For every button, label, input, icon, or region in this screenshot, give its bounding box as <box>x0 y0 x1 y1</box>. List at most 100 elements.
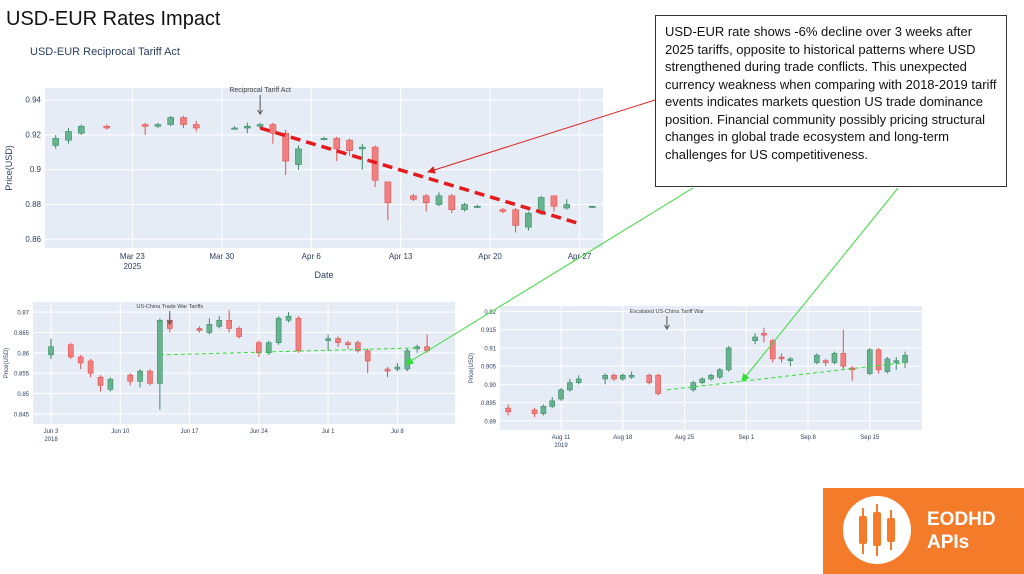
candle <box>167 115 175 127</box>
candle <box>831 351 838 365</box>
y-axis-title: Price(USD) <box>4 145 14 191</box>
candle <box>461 202 468 212</box>
candle <box>196 326 203 333</box>
candle-body <box>410 195 417 200</box>
candle <box>752 333 758 345</box>
y-axis-title: Price(USD) <box>469 353 475 383</box>
x-tick-label: Mar 30 <box>209 252 234 261</box>
candle-body <box>295 317 302 352</box>
candle-body <box>107 378 114 390</box>
candle <box>364 348 371 374</box>
candle <box>384 367 391 378</box>
event-arrowhead <box>663 324 670 330</box>
candle <box>107 377 114 392</box>
candle-body <box>646 374 653 383</box>
y-tick-label: 0.86 <box>17 351 29 357</box>
candle-body <box>814 354 820 363</box>
event-annotation: US-China Trade War Tariffs <box>136 304 203 310</box>
candle-body <box>141 124 149 127</box>
candle-body <box>404 350 411 370</box>
y-tick-label: 0.92 <box>484 310 496 316</box>
event-arrowhead <box>257 109 264 115</box>
candle-body <box>628 374 635 378</box>
y-tick-label: 0.855 <box>14 372 30 378</box>
candle <box>448 194 456 214</box>
annotation-box: USD-EUR rate shows -6% decline over 3 we… <box>655 15 1007 187</box>
candle-body <box>840 353 847 367</box>
candle <box>335 336 341 347</box>
candle <box>787 357 794 367</box>
candle-body <box>157 319 163 384</box>
candle-body <box>127 374 133 382</box>
candle <box>761 327 767 343</box>
candle <box>725 346 732 372</box>
x-tick-label: Sep 15 <box>860 435 880 441</box>
candle <box>646 373 653 385</box>
candle-body <box>619 374 626 380</box>
y-tick-label: 0.865 <box>14 331 30 337</box>
candle <box>295 145 302 170</box>
candle-body <box>575 378 582 383</box>
y-tick-label: 0.91 <box>484 346 496 352</box>
candle <box>127 373 133 386</box>
x-tick-label: Jul 8 <box>391 429 404 435</box>
candle-body <box>206 324 213 333</box>
y-tick-label: 0.90 <box>484 383 496 389</box>
candle <box>295 316 302 353</box>
level-line <box>666 362 906 391</box>
candle <box>333 136 341 162</box>
candle-body <box>540 405 547 414</box>
candle-body <box>103 125 111 129</box>
candle <box>717 368 723 379</box>
candle-body <box>531 409 538 414</box>
candle-body <box>655 374 661 394</box>
logo-text: EODHD APIs <box>927 508 996 554</box>
candle <box>154 122 162 128</box>
candle <box>137 369 143 388</box>
candle-body <box>588 205 596 208</box>
candle <box>410 194 417 202</box>
candle-body <box>345 342 351 345</box>
candle-body <box>256 342 262 354</box>
candle <box>422 194 430 212</box>
candle <box>558 388 564 401</box>
candle-body <box>550 195 558 207</box>
candle-body <box>137 370 143 382</box>
candle <box>628 371 635 379</box>
plot-area <box>500 306 922 430</box>
candle <box>192 121 200 132</box>
x-tick-sublabel: 2018 <box>44 437 58 443</box>
y-tick-label: 0.89 <box>484 419 496 425</box>
candle-body <box>384 368 391 372</box>
candle <box>822 358 829 367</box>
candle <box>655 373 661 396</box>
callout-pointer-2019 <box>741 187 899 382</box>
candle <box>103 124 111 130</box>
candle <box>256 122 264 128</box>
y-tick-label: 0.94 <box>25 96 41 105</box>
candle <box>611 373 617 381</box>
chart-3: 0.89 0.895 0.90 0.905 0.91 0.915 0.92 Aug 11 201… <box>469 306 922 449</box>
candle <box>77 124 85 135</box>
candle-body <box>282 132 289 162</box>
candle-body <box>87 360 94 374</box>
candle <box>231 126 238 130</box>
event-annotation: Reciprocal Tariff Act <box>229 87 291 94</box>
candle <box>512 208 519 233</box>
x-tick-label: Apr 6 <box>302 252 322 261</box>
candle <box>619 373 626 381</box>
x-tick-label: Apr 20 <box>478 252 502 261</box>
candle-body <box>275 317 282 343</box>
y-tick-label: 0.88 <box>25 200 41 209</box>
candle <box>588 205 596 208</box>
candle <box>216 316 223 329</box>
candle <box>269 122 277 144</box>
candle <box>549 397 556 409</box>
candle-body <box>611 374 617 380</box>
candle-body <box>265 342 272 354</box>
candle-body <box>717 369 723 378</box>
candle-body <box>394 366 401 370</box>
candle-body <box>567 382 573 391</box>
candle-body <box>866 349 873 374</box>
candle-body <box>167 117 175 125</box>
